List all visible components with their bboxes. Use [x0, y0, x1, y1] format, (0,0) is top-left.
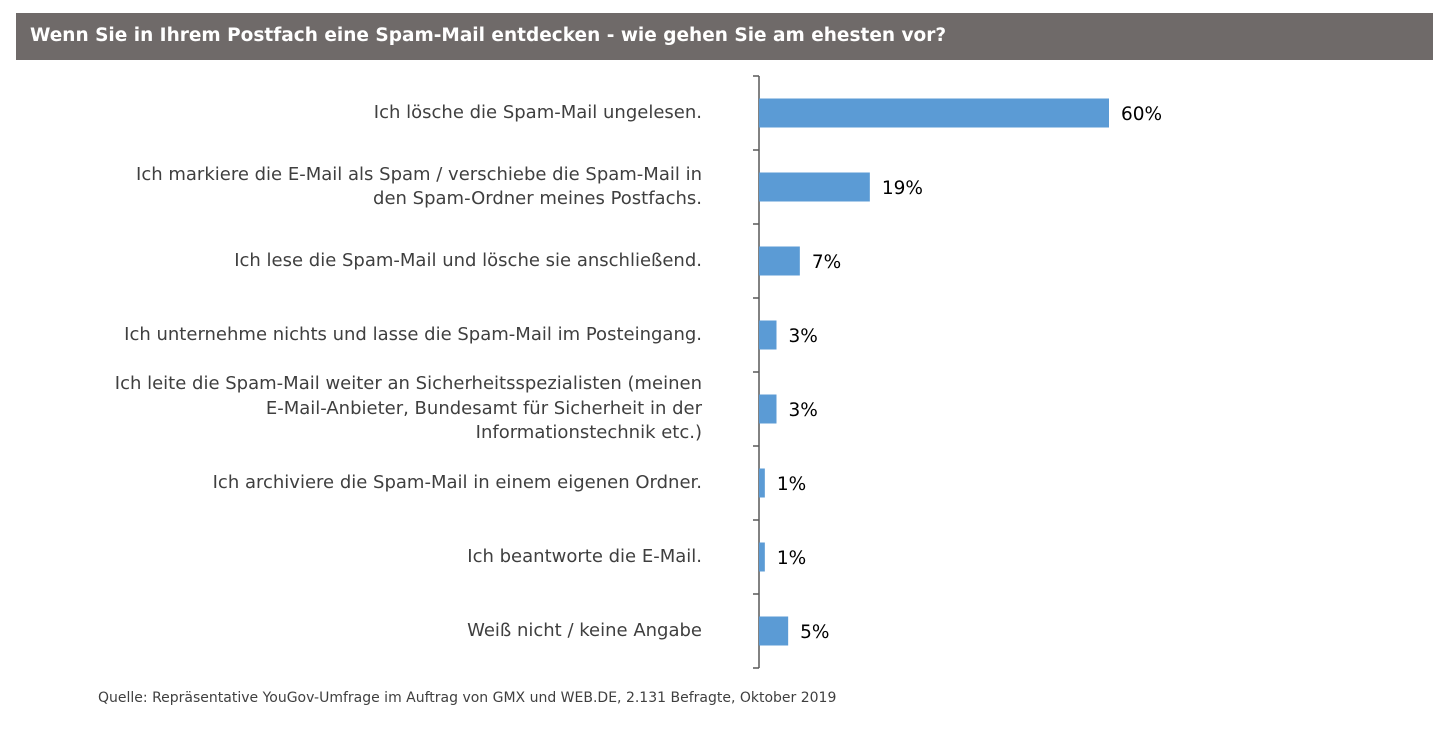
title-bar: Wenn Sie in Ihrem Postfach eine Spam-Mai…: [16, 13, 1433, 60]
bar: [759, 542, 765, 572]
bar: [759, 320, 777, 350]
category-label: Ich lese die Spam-Mail und lösche sie an…: [62, 249, 702, 274]
bar-chart: 60% 19% 7% 3% 3% 1% 1% 5%: [753, 75, 1162, 669]
bar: [759, 98, 1109, 128]
category-label-line: Ich lösche die Spam-Mail ungelesen.: [373, 101, 702, 123]
bar-value-label: 3%: [789, 326, 818, 347]
bar-value-label: 5%: [800, 622, 829, 643]
category-label: Ich lösche die Spam-Mail ungelesen.: [62, 101, 702, 126]
category-label: Ich markiere die E-Mail als Spam / versc…: [62, 163, 702, 212]
bar: [759, 468, 765, 498]
chart-title: Wenn Sie in Ihrem Postfach eine Spam-Mai…: [30, 25, 947, 46]
bar-value-label: 19%: [882, 178, 923, 199]
bar-value-label: 60%: [1121, 104, 1162, 125]
category-label-line: Ich leite die Spam-Mail weiter an Sicher…: [114, 373, 702, 395]
category-label: Ich archiviere die Spam-Mail in einem ei…: [62, 471, 702, 496]
category-label-line: Ich unternehme nichts und lasse die Spam…: [124, 323, 702, 345]
bar: [759, 246, 800, 276]
axis-ticks: [753, 75, 759, 669]
category-label-line: Weiß nicht / keine Angabe: [467, 619, 702, 641]
bars: [759, 98, 1109, 646]
bar-value-label: 3%: [789, 400, 818, 421]
category-label-line: den Spam-Ordner meines Postfachs.: [373, 188, 702, 209]
source-note: Quelle: Repräsentative YouGov-Umfrage im…: [98, 690, 837, 706]
bar-value-label: 1%: [777, 548, 806, 569]
category-label: Ich unternehme nichts und lasse die Spam…: [62, 323, 702, 348]
bar: [759, 394, 777, 424]
category-label-line: E-Mail-Anbieter, Bundesamt für Sicherhei…: [265, 397, 702, 419]
category-label: Weiß nicht / keine Angabe: [62, 619, 702, 644]
category-label-line: Ich archiviere die Spam-Mail in einem ei…: [212, 471, 702, 493]
category-label-line: Ich lese die Spam-Mail und lösche sie an…: [234, 249, 702, 271]
bar-value-label: 1%: [777, 474, 806, 495]
bar: [759, 616, 789, 646]
category-label-line: Ich beantworte die E-Mail.: [467, 545, 702, 567]
value-labels: 60% 19% 7% 3% 3% 1% 1% 5%: [777, 104, 1162, 643]
category-label: Ich beantworte die E-Mail.: [62, 545, 702, 570]
bar: [759, 172, 870, 202]
category-label-line: Informationstechnik etc.): [475, 422, 702, 444]
category-label-line: Ich markiere die E-Mail als Spam / versc…: [136, 163, 702, 185]
bar-value-label: 7%: [812, 252, 841, 273]
category-label: Ich leite die Spam-Mail weiter an Sicher…: [62, 372, 702, 446]
